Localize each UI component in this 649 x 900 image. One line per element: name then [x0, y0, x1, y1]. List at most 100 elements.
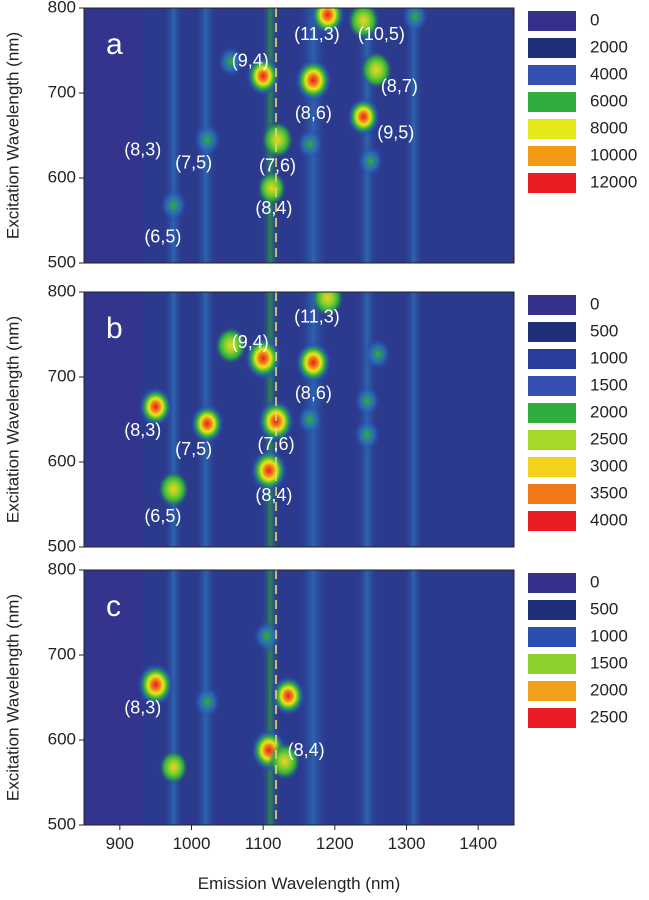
x-axis-title: Emission Wavelength (nm) [198, 874, 401, 893]
peak-spot [244, 336, 283, 381]
peak-label: (8,3) [124, 697, 161, 717]
colorbar-level-label: 500 [590, 599, 618, 618]
colorbar-level-label: 500 [590, 321, 618, 340]
y-tick-label: 500 [48, 814, 76, 833]
colorbar-level-label: 3000 [590, 456, 628, 475]
peak-spot [256, 170, 287, 206]
y-tick-label: 500 [48, 252, 76, 271]
y-tick-label: 600 [48, 167, 76, 186]
panel-letter: a [106, 28, 123, 61]
peak-label: (11,3) [294, 24, 340, 44]
peak-spot [294, 58, 333, 103]
peak-spot [138, 386, 174, 428]
peak-spot [249, 448, 288, 493]
peak-spot [189, 403, 225, 445]
colorbar-level-label: 2500 [590, 707, 628, 726]
colorbar-swatch [528, 11, 576, 31]
peak-label: (8,6) [295, 383, 332, 403]
colorbar-legend: 0 500 1000 1500 2000 2500 3000 3500 4000 [528, 294, 628, 531]
y-axis-title: Excitation Wavelength (nm) [3, 594, 22, 801]
peak-label: (9,5) [377, 123, 414, 143]
plot-area: (8,3) (7,5) (6,5) (9,4) (7,6) (8,4) (8,6) (11,3… [84, 292, 514, 547]
peak-label: (6,5) [144, 506, 181, 526]
peak-spot [252, 620, 281, 653]
colorbar-swatch [528, 322, 576, 342]
colorbar-swatch [528, 430, 576, 450]
peak-spot [158, 749, 189, 785]
y-tick-label: 600 [48, 451, 76, 470]
colorbar-level-label: 0 [590, 294, 599, 313]
colorbar-legend: 0 2000 4000 6000 8000 10000 12000 [528, 10, 637, 193]
left-band [84, 8, 142, 263]
colorbar-swatch [528, 600, 576, 620]
colorbar-swatch [528, 654, 576, 674]
peak-label: (8,6) [295, 103, 332, 123]
peak-label: (9,4) [232, 332, 269, 352]
panel-letter: c [106, 590, 121, 623]
peak-spot [136, 662, 175, 707]
plot-frame [83, 569, 515, 826]
colorbar-level-label: 1000 [590, 348, 628, 367]
panel-letter: b [106, 312, 123, 345]
peak-spot [357, 145, 384, 177]
colorbar-swatch [528, 484, 576, 504]
peak-spot [353, 418, 381, 451]
colorbar-level-label: 1500 [590, 375, 628, 394]
panel-c: (8,3) (8,4) c 500 600 700 800 Excitation Wavele… [3, 559, 627, 833]
peak-label: (7,5) [175, 152, 212, 172]
peak-spot [157, 470, 190, 508]
peak-label: (8,4) [288, 740, 325, 760]
emission-streak [404, 8, 424, 263]
colorbar-legend: 0 500 1000 1500 2000 2500 [528, 572, 628, 728]
colorbar-level-label: 4000 [590, 64, 628, 83]
colorbar-swatch [528, 573, 576, 593]
peak-spot [193, 685, 222, 718]
peak-label: (8,3) [124, 140, 161, 160]
emission-streak [163, 8, 184, 263]
peak-spot [360, 50, 393, 90]
peak-spot [270, 675, 306, 717]
y-tick-label: 700 [48, 644, 76, 663]
colorbar-swatch [528, 349, 576, 369]
x-tick-label: 1300 [388, 834, 426, 853]
colorbar-level-label: 8000 [590, 118, 628, 137]
peak-label: (7,5) [175, 439, 212, 459]
colorbar-swatch [528, 173, 576, 193]
peak-spot [294, 341, 332, 385]
emission-streak [404, 292, 424, 547]
colorbar-level-label: 0 [590, 572, 599, 591]
peak-spot [245, 55, 281, 97]
x-tick-label: 1100 [245, 834, 282, 853]
y-tick-label: 700 [48, 82, 76, 101]
peak-spot [296, 403, 323, 436]
peak-label: (6,5) [144, 226, 181, 246]
x-tick-label: 1400 [459, 834, 497, 853]
peak-label: (8,4) [255, 198, 292, 218]
colorbar-swatch [528, 511, 576, 531]
panel-b: (8,3) (7,5) (6,5) (9,4) (7,6) (8,4) (8,6) (11,3… [3, 281, 628, 555]
emission-streak [355, 570, 379, 825]
colorbar-swatch [528, 65, 576, 85]
colorbar-swatch [528, 376, 576, 396]
colorbar-swatch [528, 92, 576, 112]
colorbar-swatch [528, 457, 576, 477]
peak-spot [401, 8, 429, 33]
x-tick-label: 1000 [173, 834, 211, 853]
peak-spot [159, 189, 188, 222]
peak-label: (11,3) [294, 306, 340, 326]
colorbar-level-label: 1500 [590, 653, 628, 672]
y-tick-label: 800 [48, 559, 76, 578]
peak-spot [347, 8, 380, 40]
colorbar-level-label: 10000 [590, 145, 637, 164]
colorbar-level-label: 4000 [590, 510, 628, 529]
y-axis-title: Excitation Wavelength (nm) [3, 316, 22, 523]
x-tick-label: 900 [106, 834, 134, 853]
peak-spot [309, 8, 346, 36]
colorbar-level-label: 1000 [590, 626, 628, 645]
peak-spot [346, 97, 381, 137]
peak-label: (7,6) [258, 434, 295, 454]
x-tick-label: 1200 [316, 834, 354, 853]
colorbar-level-label: 0 [590, 10, 599, 29]
colorbar-swatch [528, 38, 576, 58]
y-tick-label: 700 [48, 366, 76, 385]
